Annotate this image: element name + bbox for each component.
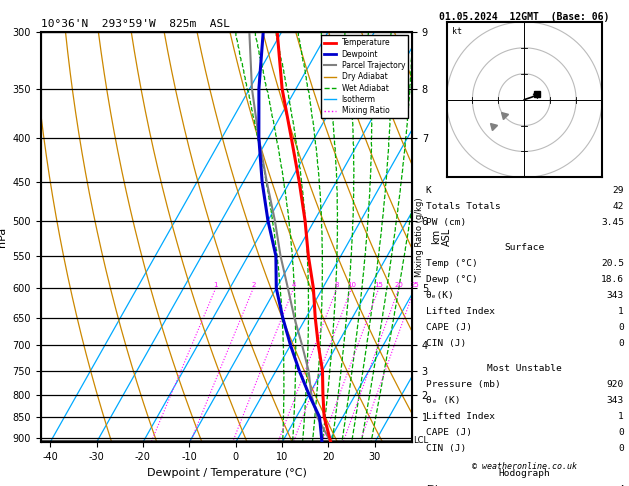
Text: θₑ(K): θₑ(K): [426, 291, 455, 300]
Text: 3.45: 3.45: [601, 218, 624, 227]
Text: 4: 4: [618, 485, 624, 486]
Y-axis label: hPa: hPa: [0, 227, 7, 247]
Text: 15: 15: [374, 282, 383, 288]
Text: 10°36'N  293°59'W  825m  ASL: 10°36'N 293°59'W 825m ASL: [41, 19, 230, 30]
Text: Lifted Index: Lifted Index: [426, 307, 495, 316]
Text: 0: 0: [618, 339, 624, 348]
Text: 1: 1: [618, 412, 624, 421]
Text: CIN (J): CIN (J): [426, 444, 466, 453]
Text: 25: 25: [411, 282, 419, 288]
Y-axis label: km
ASL: km ASL: [431, 228, 452, 246]
Text: 42: 42: [613, 202, 624, 211]
Text: 343: 343: [607, 291, 624, 300]
Text: 1: 1: [618, 307, 624, 316]
Text: 0: 0: [618, 444, 624, 453]
Text: CIN (J): CIN (J): [426, 339, 466, 348]
Text: 0: 0: [618, 428, 624, 437]
Text: 2: 2: [251, 282, 255, 288]
Text: 0: 0: [618, 323, 624, 332]
Text: CAPE (J): CAPE (J): [426, 428, 472, 437]
Text: Lifted Index: Lifted Index: [426, 412, 495, 421]
Text: Totals Totals: Totals Totals: [426, 202, 501, 211]
Text: 20.5: 20.5: [601, 259, 624, 268]
Text: θₑ (K): θₑ (K): [426, 396, 460, 405]
Text: 01.05.2024  12GMT  (Base: 06): 01.05.2024 12GMT (Base: 06): [439, 12, 610, 22]
Text: kt: kt: [452, 27, 462, 36]
X-axis label: Dewpoint / Temperature (°C): Dewpoint / Temperature (°C): [147, 468, 306, 478]
Text: 920: 920: [607, 380, 624, 389]
Text: 1: 1: [213, 282, 218, 288]
Text: LCL: LCL: [413, 436, 428, 445]
Text: Surface: Surface: [504, 243, 544, 252]
Text: 29: 29: [613, 186, 624, 195]
Text: Hodograph: Hodograph: [498, 469, 550, 478]
Text: CAPE (J): CAPE (J): [426, 323, 472, 332]
Text: © weatheronline.co.uk: © weatheronline.co.uk: [472, 462, 577, 471]
Text: 4: 4: [291, 282, 296, 288]
Text: EH: EH: [426, 485, 437, 486]
Text: Most Unstable: Most Unstable: [487, 364, 562, 373]
Text: Mixing Ratio (g/kg): Mixing Ratio (g/kg): [415, 197, 424, 277]
Text: 18.6: 18.6: [601, 275, 624, 284]
Text: 8: 8: [335, 282, 339, 288]
Text: Dewp (°C): Dewp (°C): [426, 275, 477, 284]
Text: 343: 343: [607, 396, 624, 405]
Text: Pressure (mb): Pressure (mb): [426, 380, 501, 389]
Text: PW (cm): PW (cm): [426, 218, 466, 227]
Text: 20: 20: [394, 282, 403, 288]
Text: Temp (°C): Temp (°C): [426, 259, 477, 268]
Legend: Temperature, Dewpoint, Parcel Trajectory, Dry Adiabat, Wet Adiabat, Isotherm, Mi: Temperature, Dewpoint, Parcel Trajectory…: [321, 35, 408, 118]
Text: K: K: [426, 186, 431, 195]
Text: 10: 10: [347, 282, 356, 288]
